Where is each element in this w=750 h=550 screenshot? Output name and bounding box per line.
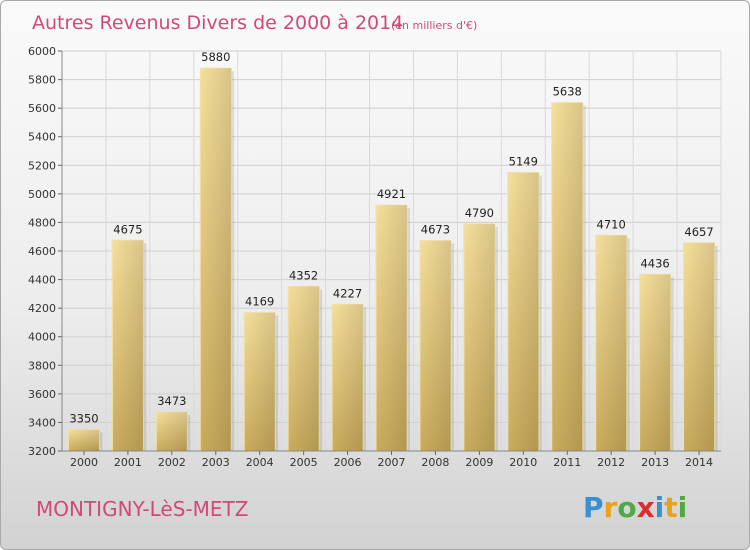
axis-layer: 3200 3400 3600 3800 4000 4200 4400 4600 4800 5000…	[28, 45, 721, 469]
bar-group: 4352	[287, 268, 323, 452]
bar-value-label: 4657	[684, 225, 713, 239]
bar-value-label: 3350	[69, 412, 98, 426]
proxiti-logo: Proxiti	[583, 491, 687, 524]
bar-value-label: 4921	[377, 187, 406, 201]
bar-shading	[200, 68, 232, 452]
x-tick-label: 2005	[290, 456, 318, 469]
bar-shading	[463, 223, 495, 451]
y-tick-label: 5000	[28, 188, 56, 201]
bars-layer: 3350 4675 3473 5880 4169 4352 4227 4921 4673 4790…	[67, 50, 718, 452]
bar-group: 4921	[375, 187, 410, 452]
y-tick-label: 5400	[28, 131, 56, 144]
bar-group: 4657	[683, 225, 718, 452]
bar-group: 4436	[639, 256, 674, 452]
bar-value-label: 4673	[421, 223, 450, 237]
bar-shading	[376, 205, 407, 451]
bar-value-label: 3473	[157, 394, 186, 408]
y-tick-label: 5600	[28, 102, 56, 115]
x-tick-label: 2001	[114, 456, 142, 469]
bar-group: 4673	[419, 223, 454, 452]
y-tick-label: 4600	[28, 245, 56, 258]
x-tick-label: 2003	[202, 456, 230, 469]
chart-title: Autres Revenus Divers de 2000 à 2014	[32, 12, 403, 34]
bar-shading	[507, 172, 539, 452]
bar-shading	[595, 235, 627, 451]
x-tick-label: 2006	[334, 456, 362, 469]
bar-group: 4710	[595, 217, 630, 452]
grid-layer	[61, 50, 722, 452]
bar-shading	[419, 240, 451, 451]
bar-shading	[244, 312, 276, 451]
bar-group: 4227	[331, 286, 367, 452]
bar-group: 5880	[199, 50, 235, 452]
x-tick-label: 2010	[509, 456, 537, 469]
y-tick-label: 4400	[28, 274, 56, 287]
x-tick-label: 2011	[553, 456, 581, 469]
x-tick-label: 2004	[246, 456, 274, 469]
x-tick-label: 2008	[421, 456, 449, 469]
x-tick-label: 2009	[465, 456, 493, 469]
bar-value-label: 4675	[113, 222, 142, 236]
bar-group: 5149	[507, 155, 542, 452]
y-tick-label: 3800	[28, 359, 56, 372]
y-tick-label: 5800	[28, 74, 56, 87]
bar-value-label: 5880	[201, 50, 230, 64]
bar-shading	[112, 240, 144, 451]
logo-letter-r: r	[604, 491, 618, 524]
bar-value-label: 4169	[245, 295, 274, 309]
logo-letter-p: P	[583, 491, 604, 524]
x-tick-label: 2013	[641, 456, 669, 469]
bar-shading	[288, 286, 320, 451]
logo-letter-i: i	[655, 491, 665, 524]
x-tick-label: 2012	[597, 456, 625, 469]
logo-letter-o: o	[617, 491, 636, 524]
bar-shading	[68, 429, 100, 451]
bar-shading	[683, 242, 715, 451]
bar-group: 4790	[463, 206, 498, 452]
y-tick-label: 3200	[28, 445, 56, 458]
bar-group: 3350	[67, 412, 103, 452]
bar-shading	[639, 274, 671, 451]
y-tick-label: 4000	[28, 331, 56, 344]
logo-letter-i2: i	[678, 491, 688, 524]
logo-letter-x: x	[637, 491, 655, 524]
bar-group: 3473	[155, 394, 191, 452]
bar-shading	[551, 102, 583, 451]
bar-value-label: 4227	[333, 286, 362, 300]
y-tick-label: 4200	[28, 302, 56, 315]
bar-value-label: 4710	[597, 217, 626, 231]
y-tick-label: 5200	[28, 159, 56, 172]
bar-group: 4169	[243, 295, 279, 452]
bar-value-label: 5149	[509, 155, 538, 169]
bar-shading	[332, 304, 364, 451]
x-tick-label: 2000	[70, 456, 98, 469]
bar-value-label: 4790	[465, 206, 494, 220]
commune-name: MONTIGNY-LèS-METZ	[36, 497, 248, 521]
x-tick-label: 2002	[158, 456, 186, 469]
chart-subtitle: (en milliers d'€)	[391, 19, 477, 32]
bar-value-label: 4436	[640, 256, 669, 270]
logo-letter-t: t	[664, 491, 677, 524]
bar-group: 4675	[111, 222, 147, 452]
y-tick-label: 3400	[28, 416, 56, 429]
bar-value-label: 4352	[289, 268, 318, 282]
y-tick-label: 6000	[28, 45, 56, 58]
x-tick-label: 2014	[685, 456, 713, 469]
y-tick-label: 3600	[28, 388, 56, 401]
bar-value-label: 5638	[553, 85, 582, 99]
bar-shading	[156, 412, 188, 451]
y-tick-label: 4800	[28, 216, 56, 229]
bar-group: 5638	[551, 85, 586, 452]
x-tick-label: 2007	[378, 456, 406, 469]
